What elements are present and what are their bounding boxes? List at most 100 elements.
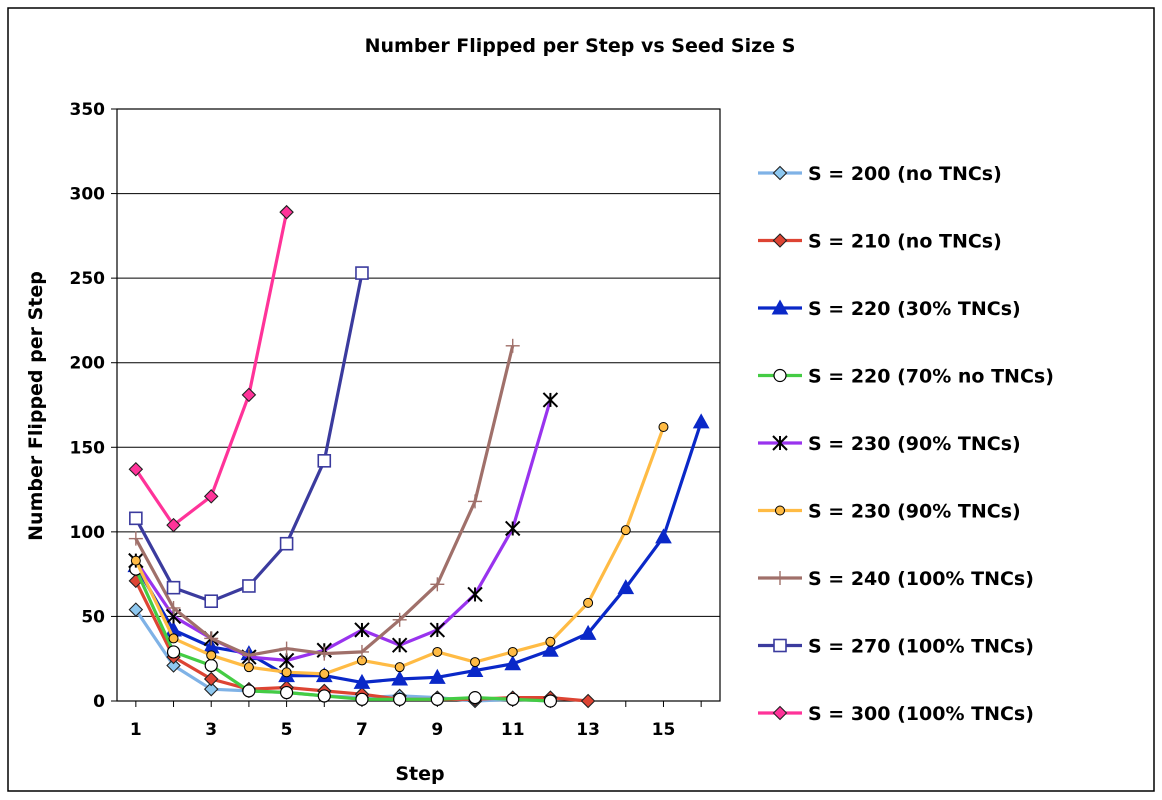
data-point — [317, 454, 332, 468]
legend-label: S = 240 (100% TNCs) — [808, 568, 1034, 590]
chart-title: Number Flipped per Step vs Seed Size S — [365, 35, 796, 57]
data-point — [279, 685, 294, 700]
data-point — [317, 689, 331, 703]
legend-swatch-marker — [772, 435, 788, 451]
legend-label: S = 230 (90% TNCs) — [808, 501, 1021, 523]
data-point — [203, 681, 219, 697]
data-point — [241, 648, 256, 663]
data-point — [468, 494, 483, 509]
legend-swatch-marker — [772, 165, 788, 181]
data-point — [466, 662, 484, 678]
data-point — [353, 673, 371, 689]
data-point — [278, 652, 295, 669]
data-point — [467, 586, 483, 603]
legend-label: S = 230 (90% TNCs) — [808, 433, 1021, 455]
data-point — [394, 662, 405, 673]
legend-label: S = 220 (70% no TNCs) — [808, 366, 1054, 388]
x-tick-label: 11 — [501, 720, 525, 740]
legend-label: S = 270 (100% TNCs) — [808, 636, 1034, 658]
series-4 — [129, 562, 558, 708]
data-point — [429, 622, 446, 638]
series-8 — [129, 266, 369, 609]
data-point — [242, 684, 256, 698]
legend-label: S = 220 (30% TNCs) — [808, 298, 1021, 320]
data-point — [319, 668, 330, 679]
data-point — [428, 668, 446, 684]
x-axis-label: Step — [395, 763, 444, 785]
x-tick-label: 13 — [576, 720, 600, 740]
x-tick-label: 9 — [431, 720, 443, 740]
series-9 — [128, 204, 294, 533]
x-tick-label: 3 — [205, 720, 217, 740]
data-point — [583, 597, 594, 608]
data-point — [317, 646, 332, 661]
data-point — [468, 691, 482, 705]
data-point — [542, 392, 559, 408]
legend-item: S = 200 (no TNCs) — [758, 163, 1002, 185]
data-point — [168, 633, 179, 644]
legend: S = 200 (no TNCs) S = 210 (no TNCs) S = 22… — [758, 163, 1054, 725]
data-point — [203, 671, 219, 687]
data-point — [279, 536, 294, 551]
data-point — [655, 528, 672, 544]
y-tick-label: 300 — [70, 185, 106, 205]
data-point — [128, 602, 144, 617]
legend-label: S = 210 (no TNCs) — [808, 231, 1002, 253]
data-point — [430, 577, 445, 592]
data-point — [545, 636, 556, 647]
data-point — [204, 658, 218, 673]
data-point — [281, 667, 292, 678]
legend-item: S = 220 (30% TNCs) — [758, 298, 1021, 320]
data-point — [543, 694, 558, 708]
data-point — [203, 489, 219, 504]
series-line — [134, 421, 703, 685]
y-tick-label: 250 — [70, 269, 106, 289]
data-point — [166, 517, 181, 533]
data-point — [579, 624, 597, 640]
data-point — [354, 622, 370, 638]
data-point — [505, 520, 521, 537]
legend-swatch-marker — [775, 505, 785, 516]
data-point — [470, 657, 481, 668]
legend-item: S = 220 (70% no TNCs) — [758, 366, 1054, 388]
data-point — [355, 266, 369, 280]
data-point — [580, 693, 596, 709]
data-point — [242, 579, 256, 593]
data-point — [354, 644, 369, 659]
data-point — [432, 646, 443, 657]
legend-swatch-marker — [772, 705, 788, 721]
data-point — [204, 631, 219, 646]
plot-border — [116, 108, 721, 702]
x-tick-label: 1 — [130, 720, 142, 740]
data-point — [542, 641, 559, 657]
series-6 — [130, 421, 669, 679]
data-point — [279, 641, 294, 656]
data-point — [507, 646, 518, 657]
legend-swatch-marker — [773, 571, 787, 585]
series-7 — [128, 338, 520, 663]
data-point — [243, 662, 254, 673]
data-point — [128, 531, 143, 546]
x-tick-label: 5 — [281, 720, 293, 740]
legend-swatch-marker — [771, 299, 789, 315]
data-point — [617, 579, 635, 595]
data-point — [206, 650, 217, 661]
legend-item: S = 230 (90% TNCs) — [758, 433, 1021, 455]
data-point — [391, 637, 408, 653]
data-point — [166, 600, 181, 615]
data-point — [430, 692, 444, 706]
legend-item: S = 210 (no TNCs) — [758, 231, 1002, 253]
legend-swatch-marker — [773, 368, 787, 383]
data-point — [393, 692, 407, 706]
chart-border — [7, 7, 1155, 792]
data-point — [166, 580, 181, 595]
data-point — [355, 692, 369, 706]
data-point — [658, 421, 669, 432]
data-point — [692, 413, 710, 429]
legend-label: S = 300 (100% TNCs) — [808, 703, 1034, 725]
y-axis-label: Number Flipped per Step — [25, 271, 47, 541]
legend-swatch-marker — [772, 233, 788, 248]
legend-item: S = 270 (100% TNCs) — [758, 636, 1034, 658]
